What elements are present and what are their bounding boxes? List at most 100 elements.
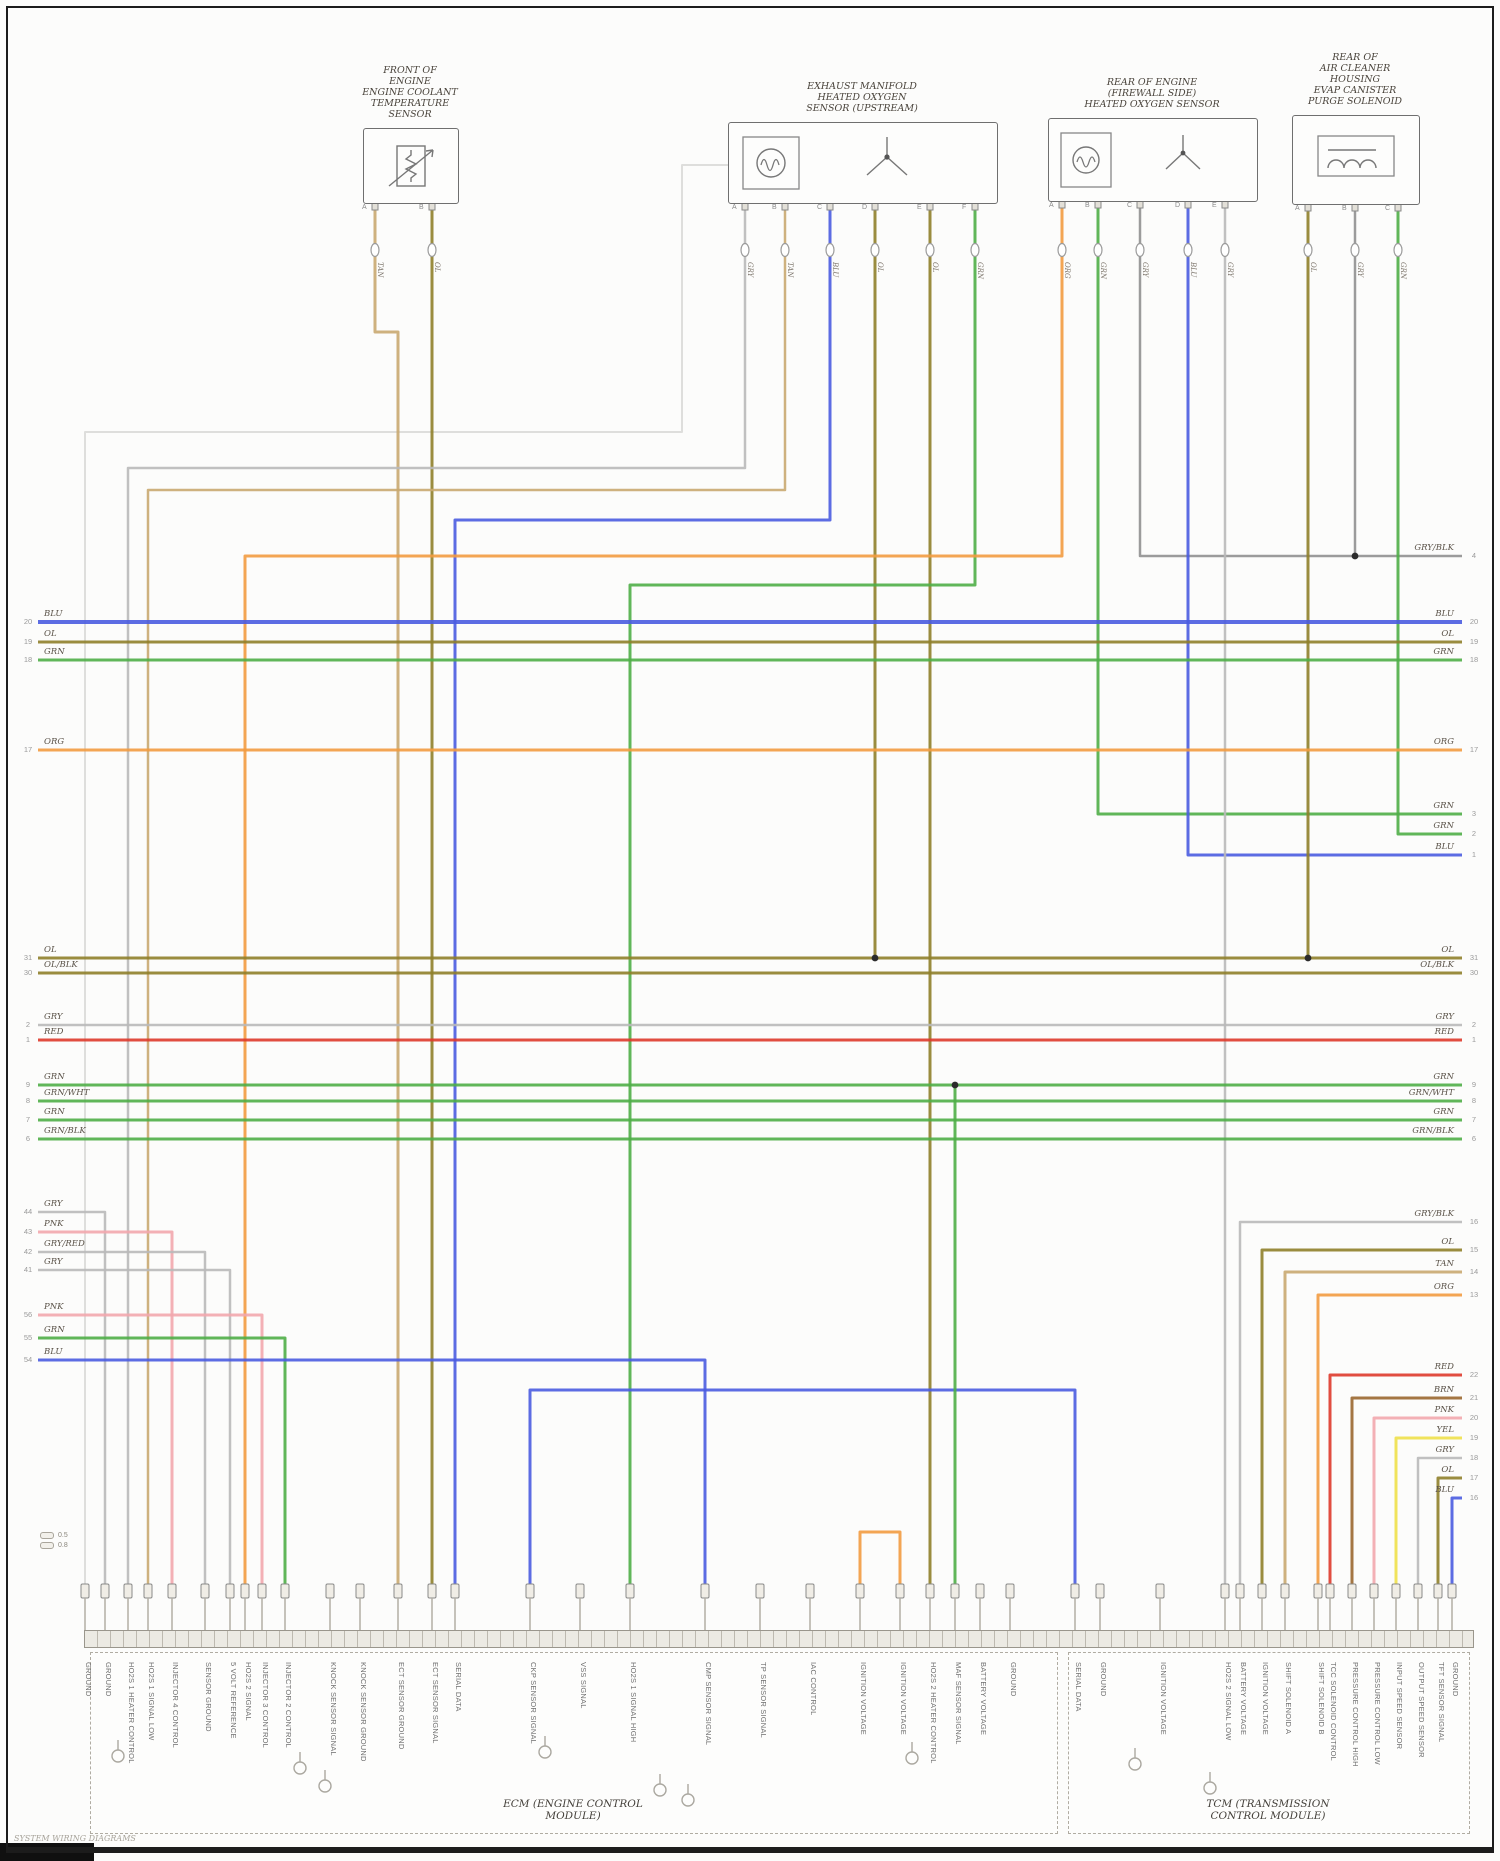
terminal-pin xyxy=(325,1583,335,1599)
module-pin-label: SERIAL DATA xyxy=(1074,1662,1083,1712)
component-box-ho2s-upstream xyxy=(728,122,998,204)
edge-pin-number: 16 xyxy=(1469,1217,1479,1226)
wire-yellow xyxy=(1394,1436,1462,1588)
wire-gray xyxy=(38,1210,107,1588)
terminal-pin xyxy=(895,1583,905,1599)
wire-color-code: GRN xyxy=(976,262,984,279)
wire-label-right: GRN xyxy=(1433,801,1454,811)
module-pin-label: IGNITION VOLTAGE xyxy=(1261,1662,1270,1735)
component-label-line: TEMPERATURE xyxy=(370,98,450,109)
terminal-pin xyxy=(1280,1583,1290,1599)
module-pin-label: IAC CONTROL xyxy=(809,1662,818,1716)
wire-blue xyxy=(1186,200,1462,857)
component-label-evap-purge-solenoid: REAR OF AIR CLEANER HOUSING EVAP CANISTER PU… xyxy=(1255,52,1455,107)
module-pin-label: BATTERY VOLTAGE xyxy=(1239,1662,1248,1736)
module-pin-label: KNOCK SENSOR SIGNAL xyxy=(329,1662,338,1756)
wire-label-right: BRN xyxy=(1433,1385,1454,1395)
wire-color-code: GRN xyxy=(1399,262,1407,279)
wire-pink xyxy=(1372,1416,1462,1588)
ecm-connector-bar xyxy=(84,1630,1474,1648)
junction-dot xyxy=(871,954,879,962)
terminal-pin xyxy=(393,1583,403,1599)
module-pin-label: IGNITION VOLTAGE xyxy=(899,1662,908,1735)
edge-pin-number: 18 xyxy=(1469,655,1479,664)
wire-label-left: OL xyxy=(44,945,57,955)
terminal-pin xyxy=(1005,1583,1015,1599)
module-pin-label: VSS SIGNAL xyxy=(579,1662,588,1709)
edge-pin-number: 8 xyxy=(25,1096,31,1105)
edge-pin-number: 17 xyxy=(1469,1473,1479,1482)
wire-label-left: GRN xyxy=(44,1325,65,1335)
legend-connector-icon xyxy=(40,1542,54,1549)
module-label-0: ECM (ENGINE CONTROL MODULE) xyxy=(90,1798,1056,1822)
pin-letter: C xyxy=(1127,202,1133,209)
wire-label-right: OL/BLK xyxy=(1420,960,1454,970)
pin-letter: A xyxy=(362,204,367,211)
wire-label-right: RED xyxy=(1434,1362,1454,1372)
wire-label-left: GRN/WHT xyxy=(44,1088,90,1098)
wire-label-left: OL/BLK xyxy=(44,960,78,970)
pin-letter: F xyxy=(962,204,967,211)
wire-color-code: TAN xyxy=(786,262,794,278)
wire-label-right: RED xyxy=(1434,1027,1454,1037)
wire-color-code: TAN xyxy=(376,262,384,278)
wire-label-left: GRN xyxy=(44,1072,65,1082)
edge-pin-number: 4 xyxy=(1471,551,1477,560)
wire-gray xyxy=(1416,1456,1462,1588)
module-pin-label: 5 VOLT REFERENCE xyxy=(229,1662,238,1739)
wire-label-right: GRY/BLK xyxy=(1414,1209,1454,1219)
edge-pin-number: 7 xyxy=(1471,1115,1477,1124)
inline-connector xyxy=(370,242,380,258)
component-label-line: PURGE SOLENOID xyxy=(1308,96,1402,107)
edge-pin-number: 56 xyxy=(23,1310,33,1319)
wire-green xyxy=(38,1336,287,1588)
wire-blue xyxy=(38,1358,707,1588)
module-pin-label: INPUT SPEED SENSOR xyxy=(1395,1662,1404,1750)
component-label-line: HEATED OXYGEN SENSOR xyxy=(1084,99,1220,110)
wire-label-right: OL xyxy=(1441,1237,1454,1247)
legend-row: 0.5 xyxy=(40,1532,68,1539)
junction-dot xyxy=(1351,552,1359,560)
wire-green xyxy=(1396,203,1462,836)
module-pin-label: SERIAL DATA xyxy=(454,1662,463,1712)
wire-label-right: GRN xyxy=(1433,647,1454,657)
module-box-0 xyxy=(90,1652,1058,1834)
component-label-ect-sensor: FRONT OF ENGINE ENGINE COOLANT TEMPERATURE S… xyxy=(310,65,510,120)
ground-symbol xyxy=(1203,1781,1217,1795)
wire-color-code: OL xyxy=(931,262,939,273)
legend-text: 0.5 xyxy=(58,1532,68,1539)
module-pin-label: INJECTOR 2 CONTROL xyxy=(284,1662,293,1748)
wire-color-code: BLU xyxy=(831,262,839,278)
wire-label-right: GRN xyxy=(1433,821,1454,831)
wire-orange xyxy=(243,200,1064,1588)
edge-pin-number: 6 xyxy=(25,1134,31,1143)
component-label-line: REAR OF xyxy=(1332,52,1378,63)
wire-tan xyxy=(373,202,400,1588)
component-label-line: (FIREWALL SIDE) xyxy=(1107,88,1197,99)
edge-pin-number: 6 xyxy=(1471,1134,1477,1143)
wire-color-code: OL xyxy=(433,262,441,273)
edge-pin-number: 2 xyxy=(1471,829,1477,838)
module-pin-label: OUTPUT SPEED SENSOR xyxy=(1417,1662,1426,1758)
component-label-line: ENGINE xyxy=(389,76,431,87)
edge-pin-number: 1 xyxy=(1471,850,1477,859)
edge-pin-number: 16 xyxy=(1469,1493,1479,1502)
component-box-evap-purge-solenoid xyxy=(1292,115,1420,205)
edge-pin-number: 55 xyxy=(23,1333,33,1342)
wire-olive xyxy=(1436,1476,1462,1588)
wire-blue xyxy=(1450,1496,1462,1588)
terminal-pin xyxy=(625,1583,635,1599)
legend-row: 0.8 xyxy=(40,1542,68,1549)
module-pin-label: CKP SENSOR SIGNAL xyxy=(529,1662,538,1745)
module-pin-label: ECT SENSOR GROUND xyxy=(397,1662,406,1750)
terminal-pin xyxy=(975,1583,985,1599)
wire-label-right: GRN/WHT xyxy=(1408,1088,1454,1098)
pin-letter: A xyxy=(732,204,737,211)
module-pin-label: GROUND xyxy=(104,1662,113,1697)
ground-symbol xyxy=(681,1793,695,1807)
wire-label-left: GRN/BLK xyxy=(44,1126,86,1136)
terminal-pin xyxy=(1070,1583,1080,1599)
terminal-pin xyxy=(80,1583,90,1599)
terminal-pin xyxy=(1220,1583,1230,1599)
